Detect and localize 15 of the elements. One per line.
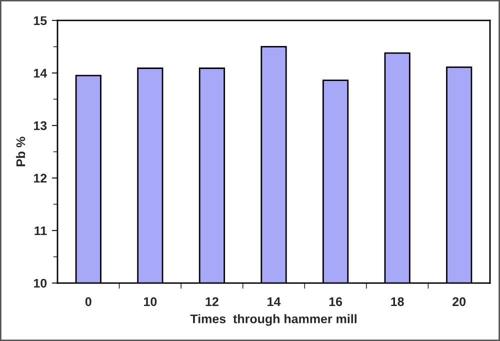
x-tick-label: 0 bbox=[85, 297, 92, 306]
x-tick-label: 14 bbox=[268, 297, 281, 306]
x-tick-label: 12 bbox=[206, 297, 218, 306]
x-tick-label: 16 bbox=[329, 297, 342, 306]
y-tick-label: 10 bbox=[34, 278, 47, 288]
y-axis-title: Pb % bbox=[16, 136, 26, 166]
x-tick-label: 18 bbox=[391, 297, 404, 306]
y-tick-label: 13 bbox=[34, 121, 47, 130]
y-tick-label: 11 bbox=[34, 226, 47, 236]
x-axis-title: Times through hammer mill bbox=[190, 314, 356, 326]
y-tick-label: 15 bbox=[34, 16, 47, 26]
x-tick-label: 10 bbox=[144, 297, 157, 306]
x-tick-label: 20 bbox=[452, 297, 466, 306]
y-tick-label: 12 bbox=[34, 174, 47, 183]
y-tick-label: 14 bbox=[34, 68, 48, 78]
